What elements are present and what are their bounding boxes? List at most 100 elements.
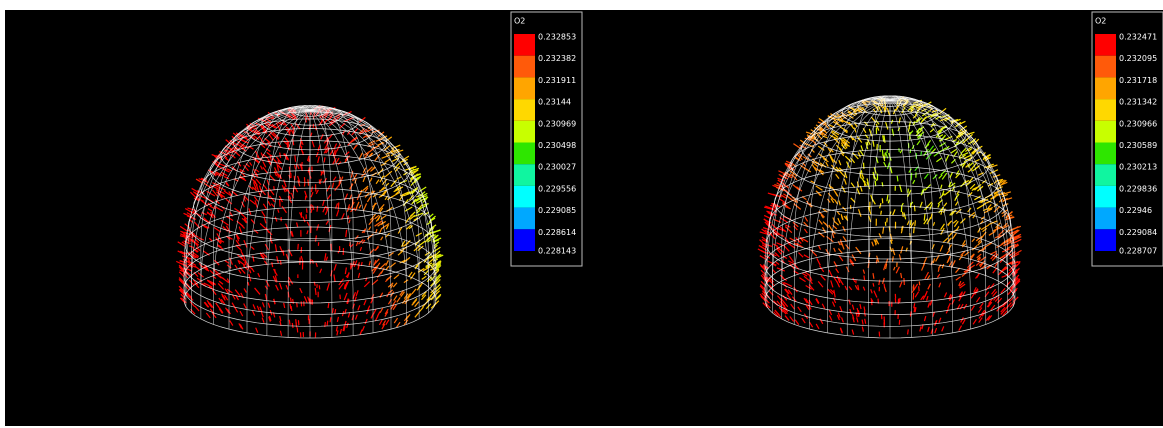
velocity-arrow: [836, 211, 841, 216]
velocity-arrow: [977, 227, 982, 233]
velocity-arrow: [955, 170, 960, 176]
velocity-arrow: [283, 302, 286, 309]
velocity-arrow: [970, 305, 975, 311]
velocity-arrow: [364, 152, 369, 159]
velocity-arrow: [347, 312, 351, 318]
velocity-arrow: [815, 185, 823, 191]
velocity-arrow: [763, 206, 773, 211]
velocity-arrow: [192, 240, 199, 246]
velocity-arrow: [343, 292, 348, 301]
velocity-arrow: [774, 252, 780, 258]
velocity-arrow: [177, 250, 186, 256]
velocity-arrow: [995, 191, 1005, 197]
velocity-arrow: [1001, 273, 1010, 278]
velocity-arrow: [790, 198, 799, 204]
velocity-arrow: [311, 205, 315, 211]
velocity-arrow: [275, 156, 283, 164]
mesh-meridian: [191, 109, 311, 253]
legend-label: 0.23144: [538, 98, 571, 107]
velocity-arrow: [840, 317, 844, 323]
velocity-arrow: [403, 293, 409, 299]
velocity-arrow: [787, 289, 793, 296]
velocity-arrow: [305, 113, 310, 121]
velocity-arrow: [362, 175, 366, 183]
velocity-arrow: [821, 303, 826, 310]
velocity-arrow: [958, 280, 962, 287]
velocity-arrow: [796, 154, 803, 161]
velocity-arrow: [357, 264, 360, 270]
legend-label: 0.228707: [1119, 247, 1157, 256]
velocity-arrow: [804, 216, 809, 222]
velocity-arrow: [1013, 249, 1022, 256]
legend-swatch: [514, 207, 535, 230]
velocity-arrow: [189, 301, 196, 307]
velocity-arrow: [239, 170, 246, 178]
velocity-arrow: [180, 230, 191, 236]
velocity-arrow: [416, 204, 423, 212]
velocity-arrow: [238, 226, 243, 234]
velocity-arrow: [898, 117, 901, 124]
velocity-arrow: [839, 305, 843, 312]
velocity-arrow: [941, 172, 948, 180]
velocity-arrow: [965, 146, 972, 153]
velocity-arrow: [852, 152, 859, 160]
velocity-arrow: [178, 278, 185, 285]
legend-label: 0.231718: [1119, 76, 1157, 85]
velocity-arrow: [315, 189, 319, 195]
legend-label: 0.231342: [1119, 98, 1157, 107]
velocity-arrow: [236, 140, 245, 148]
mesh-meridian: [309, 109, 407, 290]
velocity-arrow: [979, 302, 984, 309]
velocity-arrow: [269, 131, 276, 138]
velocity-arrow: [292, 298, 294, 304]
velocity-arrow: [373, 258, 380, 266]
velocity-arrow: [931, 243, 935, 250]
velocity-arrow: [936, 157, 942, 163]
velocity-arrow: [837, 248, 843, 254]
velocity-arrow: [863, 275, 866, 281]
velocity-arrow: [794, 319, 800, 326]
velocity-arrow: [395, 189, 401, 195]
velocity-arrow: [836, 281, 841, 288]
velocity-arrow: [361, 325, 365, 332]
velocity-arrow: [831, 232, 835, 239]
velocity-arrow: [257, 272, 261, 278]
velocity-arrow: [757, 248, 766, 254]
velocity-arrow: [411, 300, 417, 306]
velocity-arrow: [838, 254, 844, 262]
mesh-meridian: [766, 99, 890, 259]
velocity-arrow: [311, 140, 315, 148]
velocity-arrow: [932, 311, 936, 318]
velocity-arrow: [423, 269, 430, 276]
velocity-arrow: [854, 285, 859, 290]
velocity-arrow: [403, 319, 409, 326]
velocity-arrow: [296, 222, 299, 228]
velocity-arrow: [857, 152, 861, 158]
velocity-arrow: [790, 303, 795, 310]
velocity-arrow: [355, 241, 359, 247]
velocity-arrow: [843, 178, 847, 185]
velocity-arrow: [976, 253, 982, 259]
velocity-arrow: [411, 288, 417, 295]
velocity-arrow: [421, 196, 429, 201]
velocity-arrow: [840, 216, 844, 221]
velocity-arrow: [218, 280, 224, 285]
velocity-arrow: [253, 135, 260, 141]
mesh-meridian: [213, 107, 311, 241]
velocity-arrow: [263, 122, 271, 129]
velocity-arrow: [776, 248, 782, 255]
mesh-meridian: [309, 107, 392, 236]
velocity-arrow: [346, 322, 349, 328]
mesh-meridian: [309, 105, 354, 230]
velocity-arrow: [223, 190, 232, 197]
velocity-arrow: [837, 277, 841, 284]
velocity-arrow: [926, 201, 933, 209]
velocity-arrow: [819, 169, 825, 174]
velocity-arrow: [861, 319, 864, 325]
velocity-arrow: [329, 317, 332, 323]
velocity-arrow: [961, 319, 966, 325]
velocity-arrow: [428, 217, 436, 223]
velocity-arrow: [238, 260, 246, 267]
velocity-arrow: [982, 154, 992, 161]
velocity-arrow: [262, 166, 268, 174]
